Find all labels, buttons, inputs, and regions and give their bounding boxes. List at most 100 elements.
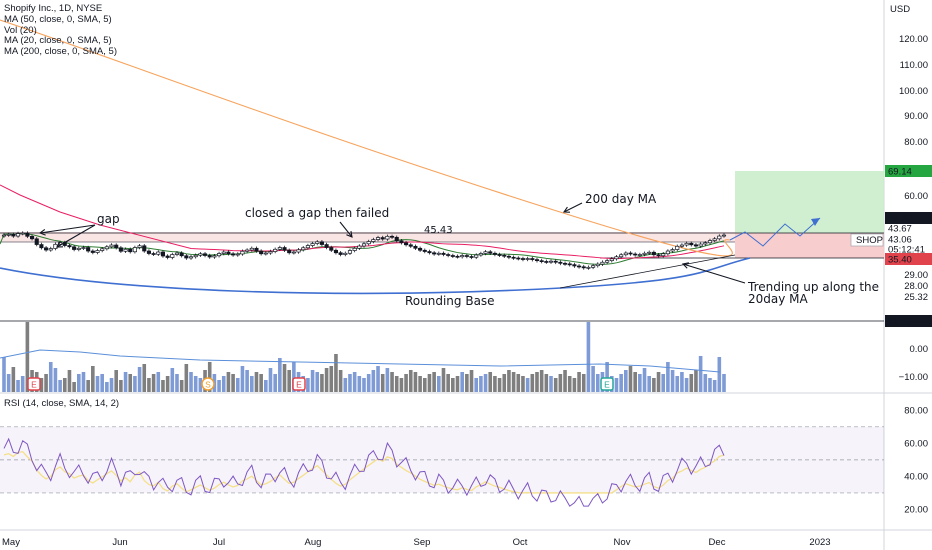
volume-bar[interactable] [680,372,684,392]
volume-bar[interactable] [371,370,376,392]
candle[interactable] [263,251,268,256]
volume-bar[interactable] [2,357,6,392]
volume-bar[interactable] [712,380,717,392]
volume-bar[interactable] [567,376,572,392]
candle[interactable] [506,254,511,260]
candle[interactable] [478,251,483,257]
volume-bar[interactable] [703,374,708,392]
volume-bar[interactable] [380,374,385,392]
volume-bar[interactable] [437,376,441,392]
volume-bar[interactable] [259,374,263,392]
volume-bar[interactable] [642,368,647,392]
volume-bar[interactable] [441,368,446,392]
volume-bar[interactable] [553,378,558,392]
volume-bar[interactable] [698,356,703,392]
candle[interactable] [329,245,334,253]
volume-bar[interactable] [465,374,469,392]
volume-bar[interactable] [708,378,712,392]
volume-bar[interactable] [572,378,577,392]
candle[interactable] [343,251,348,257]
volume-bar[interactable] [306,378,310,392]
volume-bar[interactable] [675,376,680,392]
volume-bar[interactable] [404,374,408,392]
candle[interactable] [404,241,409,247]
volume-bar[interactable] [100,374,104,392]
candle[interactable] [693,243,698,248]
candle[interactable] [245,248,250,254]
volume-bar[interactable] [558,374,563,392]
volume-bar[interactable] [530,374,535,392]
target-zone[interactable] [735,171,884,233]
candle[interactable] [315,240,320,246]
volume-bar[interactable] [689,374,694,392]
candle[interactable] [586,265,591,270]
candle[interactable] [142,244,147,253]
candle[interactable] [123,247,128,254]
candle[interactable] [544,259,549,264]
volume-bar[interactable] [77,374,81,392]
volume-bar[interactable] [86,380,90,392]
volume-bar[interactable] [81,372,86,392]
candle[interactable] [455,254,460,259]
volume-bar[interactable] [525,378,530,392]
volume-bar[interactable] [544,374,549,392]
candle[interactable] [11,232,16,238]
volume-bar[interactable] [292,362,296,392]
volume-bar[interactable] [394,376,399,392]
volume-bar[interactable] [479,376,483,392]
event-marker[interactable]: E [27,377,41,391]
candle[interactable] [86,245,91,253]
volume-bar[interactable] [483,374,488,392]
candle[interactable] [684,241,689,247]
candle[interactable] [394,235,399,243]
volume-bar[interactable] [619,374,623,392]
volume-bar[interactable] [469,370,474,392]
candle[interactable] [81,245,86,251]
candle[interactable] [282,245,287,253]
candle[interactable] [399,239,404,245]
candle[interactable] [217,251,222,258]
candle[interactable] [446,252,451,258]
volume-bar[interactable] [287,370,291,392]
candle[interactable] [497,252,502,258]
event-marker[interactable]: E [292,377,306,391]
volume-bar[interactable] [717,357,722,392]
risk-reward-zones[interactable] [0,171,884,258]
volume-bar[interactable] [133,376,137,392]
candle[interactable] [647,250,652,256]
volume-bar[interactable] [638,374,642,392]
volume-bar[interactable] [91,366,95,392]
volume-bar[interactable] [474,378,479,392]
candle[interactable] [422,248,427,254]
candle[interactable] [53,242,58,251]
volume-bar[interactable] [535,372,539,392]
candle[interactable] [193,253,198,259]
volume-bar[interactable] [39,378,44,392]
volume-bar[interactable] [422,378,427,392]
volume-bar[interactable] [105,382,109,392]
volume-bar[interactable] [376,366,380,392]
volume-bar[interactable] [137,367,142,392]
volume-bar[interactable] [184,364,189,392]
candle[interactable] [703,241,708,246]
volume-bar[interactable] [315,372,320,392]
candle[interactable] [665,249,670,256]
candle[interactable] [114,243,119,250]
volume-bar[interactable] [16,380,20,392]
candle[interactable] [661,252,666,258]
volume-bar[interactable] [240,366,245,392]
volume-bar[interactable] [493,376,497,392]
candle[interactable] [474,253,479,260]
candle[interactable] [254,246,259,253]
candle[interactable] [619,253,624,259]
volume-bar[interactable] [338,370,343,392]
candle[interactable] [184,254,189,260]
candle[interactable] [567,261,572,267]
volume-bar[interactable] [413,372,418,392]
volume-bar[interactable] [142,364,147,392]
volume-bar[interactable] [399,378,404,392]
volume-bar[interactable] [324,368,329,392]
candle[interactable] [436,251,441,256]
